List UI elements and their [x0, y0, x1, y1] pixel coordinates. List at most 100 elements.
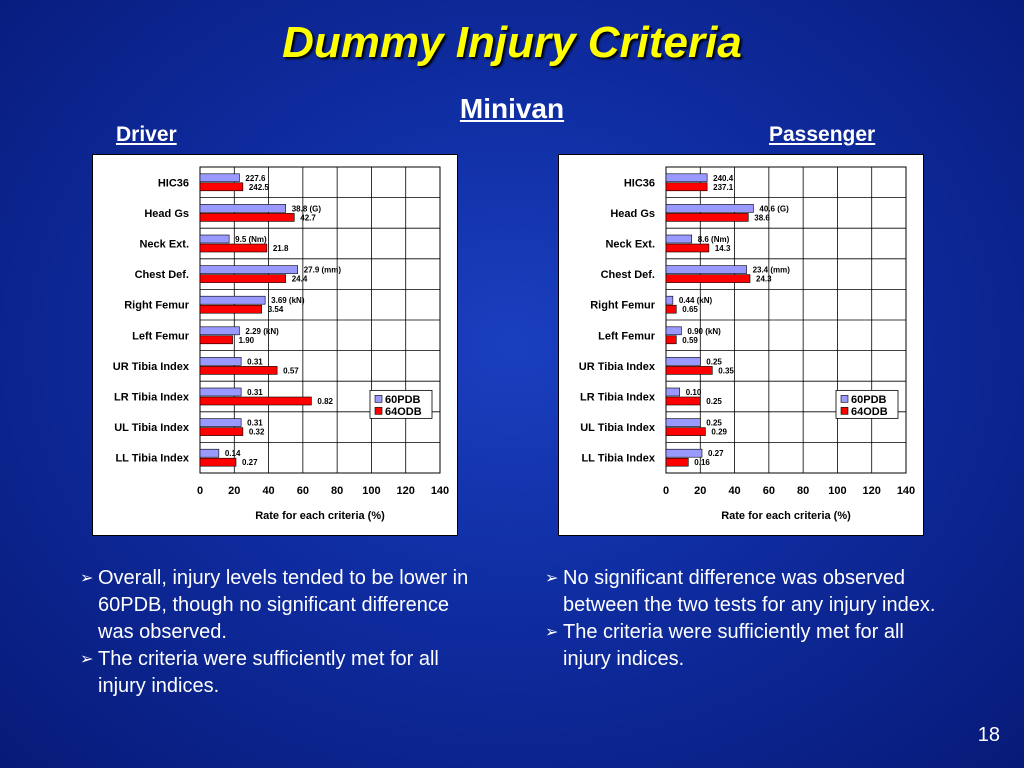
bar-60pdb: [199, 204, 287, 213]
data-label: 240.4: [713, 174, 734, 183]
bullet-text: No significant difference was observed b…: [563, 567, 936, 616]
category-label: HIC36: [624, 177, 655, 189]
x-tick-label: 60: [763, 485, 775, 497]
data-label: 3.54: [268, 305, 284, 314]
bar-60pdb: [665, 326, 682, 336]
data-label: 8.6 (Nm): [698, 235, 730, 244]
right-bullets: ➢ No significant difference was observed…: [545, 565, 945, 673]
bar-60pdb: [665, 418, 701, 427]
bullet-item: ➢ Overall, injury levels tended to be lo…: [80, 565, 480, 646]
bar-64odb: [665, 427, 706, 436]
bar-64odb: [665, 457, 689, 467]
slide-title: Dummy Injury Criteria: [282, 18, 742, 67]
data-label: 24.4: [292, 275, 308, 284]
x-tick-label: 120: [863, 485, 881, 497]
x-tick-label: 140: [897, 485, 915, 497]
legend-swatch: [840, 395, 849, 403]
category-label: UR Tibia Index: [579, 361, 656, 373]
bar-64odb: [665, 213, 749, 222]
bar-64odb: [199, 457, 237, 467]
bar-60pdb: [665, 448, 703, 458]
x-tick-label: 20: [694, 485, 706, 497]
legend-label: 60PDB: [851, 394, 887, 406]
data-label: 23.4 (mm): [753, 266, 791, 275]
x-tick-label: 80: [797, 485, 809, 497]
x-tick-label: 80: [331, 485, 343, 497]
bar-60pdb: [199, 357, 242, 366]
data-label: 0.31: [247, 388, 263, 397]
data-label: 0.27: [708, 449, 724, 458]
bar-64odb: [199, 427, 244, 436]
bullet-item: ➢ No significant difference was observed…: [545, 565, 945, 619]
legend-swatch: [374, 395, 383, 403]
bar-60pdb: [199, 173, 240, 183]
bar-60pdb: [665, 173, 708, 183]
x-tick-label: 100: [828, 485, 846, 497]
data-label: 2.29 (kN): [245, 327, 279, 336]
data-label: 237.1: [713, 183, 734, 192]
category-label: UL Tibia Index: [114, 422, 190, 434]
bar-60pdb: [199, 234, 230, 244]
data-label: 40.6 (G): [759, 204, 789, 213]
bar-60pdb: [199, 265, 299, 274]
category-label: LR Tibia Index: [580, 392, 656, 404]
data-label: 242.5: [249, 183, 270, 192]
x-axis-label: Rate for each criteria (%): [255, 510, 385, 522]
category-label: UL Tibia Index: [580, 422, 656, 434]
data-label: 21.8: [273, 244, 289, 253]
data-label: 0.14: [225, 449, 241, 458]
bar-64odb: [665, 243, 710, 253]
data-label: 0.65: [682, 305, 698, 314]
data-label: 27.9 (mm): [304, 266, 342, 275]
category-label: LL Tibia Index: [115, 453, 189, 465]
x-tick-label: 120: [397, 485, 415, 497]
category-label: Chest Def.: [601, 269, 655, 281]
bullet-item: ➢ The criteria were sufficiently met for…: [80, 646, 480, 700]
legend-swatch: [840, 407, 849, 415]
bar-60pdb: [665, 204, 754, 213]
arrow-icon: ➢: [80, 570, 94, 587]
data-label: 0.25: [706, 397, 722, 406]
bar-60pdb: [665, 387, 681, 397]
legend-swatch: [374, 407, 383, 415]
data-label: 0.82: [317, 397, 333, 406]
bullet-text: The criteria were sufficiently met for a…: [563, 621, 904, 670]
arrow-icon: ➢: [545, 570, 559, 587]
x-axis-label: Rate for each criteria (%): [721, 510, 851, 522]
data-label: 0.25: [706, 419, 722, 428]
category-label: Right Femur: [590, 300, 655, 312]
data-label: 3.69 (kN): [271, 296, 305, 305]
data-label: 0.27: [242, 458, 258, 467]
bar-60pdb: [199, 418, 242, 427]
driver-chart: HIC36 227.6 242.5 Head Gs 38.8 (G) 42.7 Neck E…: [92, 154, 458, 536]
left-bullets: ➢ Overall, injury levels tended to be lo…: [80, 565, 480, 700]
category-label: Neck Ext.: [139, 239, 189, 251]
data-label: 14.3: [715, 244, 731, 253]
bar-64odb: [199, 213, 295, 222]
bar-64odb: [199, 396, 312, 406]
category-label: Right Femur: [124, 300, 189, 312]
bar-64odb: [665, 366, 713, 375]
bar-64odb: [665, 274, 751, 283]
category-label: Left Femur: [598, 330, 656, 342]
x-tick-label: 40: [728, 485, 740, 497]
category-label: HIC36: [158, 177, 189, 189]
data-label: 9.5 (Nm): [235, 235, 267, 244]
data-label: 0.25: [706, 357, 722, 366]
data-label: 0.32: [249, 428, 265, 437]
bar-64odb: [199, 304, 263, 314]
bar-64odb: [199, 182, 244, 192]
bullet-item: ➢ The criteria were sufficiently met for…: [545, 619, 945, 673]
x-tick-label: 140: [431, 485, 449, 497]
bullet-text: The criteria were sufficiently met for a…: [98, 648, 439, 697]
bar-64odb: [665, 335, 677, 345]
data-label: 0.16: [694, 458, 710, 467]
data-label: 227.6: [245, 174, 266, 183]
category-label: Chest Def.: [135, 269, 189, 281]
data-label: 38.6: [754, 213, 770, 222]
data-label: 0.35: [718, 366, 734, 375]
x-tick-label: 0: [663, 485, 669, 497]
x-tick-label: 0: [197, 485, 203, 497]
